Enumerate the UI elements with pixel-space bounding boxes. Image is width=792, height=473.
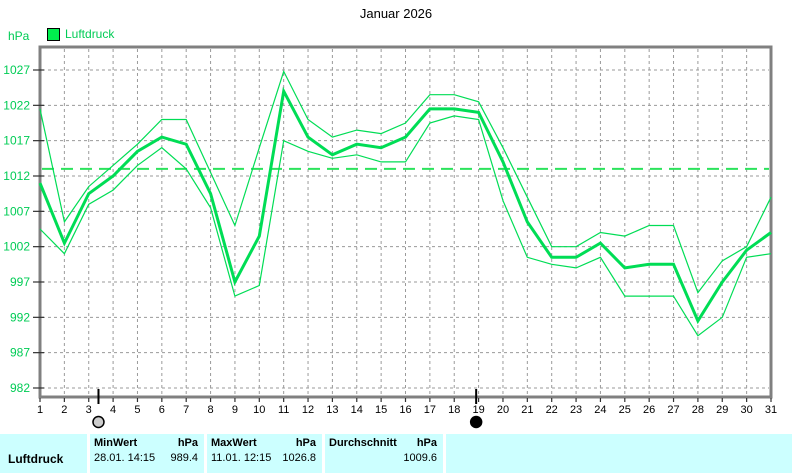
y-tick-label: 1007 xyxy=(3,204,30,218)
new-moon-icon xyxy=(469,415,483,429)
avg-value: 1009.6 xyxy=(403,452,437,464)
min-value: 989.4 xyxy=(170,452,198,464)
luftdruck-daily-mean-line xyxy=(38,86,772,325)
x-tick-label: 5 xyxy=(134,404,140,416)
table-row-label: Luftdruck xyxy=(8,452,64,466)
x-tick-label: 19 xyxy=(472,404,484,416)
x-tick-label: 15 xyxy=(375,404,387,416)
x-tick-label: 18 xyxy=(448,404,460,416)
legend-color-swatch-icon xyxy=(47,27,60,41)
avg-header-unit: hPa xyxy=(416,437,437,449)
x-tick-label: 29 xyxy=(716,404,728,416)
luftdruck-daily-upper-line xyxy=(39,69,772,294)
x-tick-label: 16 xyxy=(399,404,411,416)
plot-border xyxy=(38,45,773,399)
y-tick-label: 1017 xyxy=(3,134,30,148)
x-tick-label: 4 xyxy=(110,404,116,416)
table-divider xyxy=(204,434,207,473)
statistics-table: Luftdruck MinWert hPa 28.01. 14:15 989.4… xyxy=(0,434,792,473)
y-tick-label: 997 xyxy=(10,275,30,289)
legend: Luftdruck xyxy=(47,27,114,41)
max-header-label: MaxWert xyxy=(211,437,257,449)
y-tick-label: 1027 xyxy=(3,63,30,77)
y-tick-label: 982 xyxy=(10,381,30,395)
x-tick-label: 23 xyxy=(570,404,582,416)
x-tick-label: 3 xyxy=(86,404,92,416)
x-tick-label: 30 xyxy=(741,404,753,416)
min-header-label: MinWert xyxy=(94,437,138,449)
x-tick-label: 13 xyxy=(326,404,338,416)
legend-series-label: Luftdruck xyxy=(65,27,115,41)
x-tick-label: 7 xyxy=(183,404,189,416)
table-divider xyxy=(87,434,90,473)
max-value: 1026.8 xyxy=(282,452,316,464)
min-header-unit: hPa xyxy=(177,437,198,449)
x-tick-label: 22 xyxy=(546,404,558,416)
min-datetime: 28.01. 14:15 xyxy=(94,452,156,464)
table-divider xyxy=(443,434,446,473)
x-tick-label: 28 xyxy=(692,404,704,416)
x-tick-label: 20 xyxy=(497,404,509,416)
x-tick-label: 2 xyxy=(61,404,67,416)
x-tick-label: 6 xyxy=(159,404,165,416)
x-tick-label: 26 xyxy=(643,404,655,416)
y-axis-unit-label: hPa xyxy=(8,29,30,43)
chart-title: Januar 2026 xyxy=(359,6,433,21)
x-tick-label: 9 xyxy=(232,404,238,416)
average-value-cell: Durchschnitt hPa 1009.6 xyxy=(325,436,443,470)
x-tick-label: 14 xyxy=(351,404,363,416)
y-tick-label: 992 xyxy=(10,310,30,324)
max-datetime: 11.01. 12:15 xyxy=(211,452,272,464)
x-tick-label: 11 xyxy=(278,404,289,416)
y-tick-label: 1002 xyxy=(3,240,30,254)
max-header-unit: hPa xyxy=(295,437,316,449)
y-tick-label: 1022 xyxy=(3,98,30,112)
x-tick-label: 27 xyxy=(667,404,679,416)
max-value-cell: MaxWert hPa 11.01. 12:15 1026.8 xyxy=(207,436,322,470)
x-tick-label: 25 xyxy=(619,404,631,416)
table-divider xyxy=(322,434,325,473)
x-tick-label: 21 xyxy=(521,404,533,416)
full-moon-icon xyxy=(92,415,105,429)
x-tick-label: 8 xyxy=(208,404,214,416)
x-tick-label: 12 xyxy=(302,404,314,416)
y-tick-label: 1012 xyxy=(3,169,30,183)
avg-header-label: Durchschnitt xyxy=(329,437,397,449)
luftdruck-daily-lower-line xyxy=(39,115,772,337)
x-tick-label: 24 xyxy=(594,404,606,416)
x-tick-label: 17 xyxy=(424,404,436,416)
x-tick-label: 31 xyxy=(765,404,777,416)
y-tick-label: 987 xyxy=(10,346,30,360)
x-tick-label: 1 xyxy=(37,404,43,416)
x-tick-label: 10 xyxy=(253,404,265,416)
min-value-cell: MinWert hPa 28.01. 14:15 989.4 xyxy=(90,436,204,470)
